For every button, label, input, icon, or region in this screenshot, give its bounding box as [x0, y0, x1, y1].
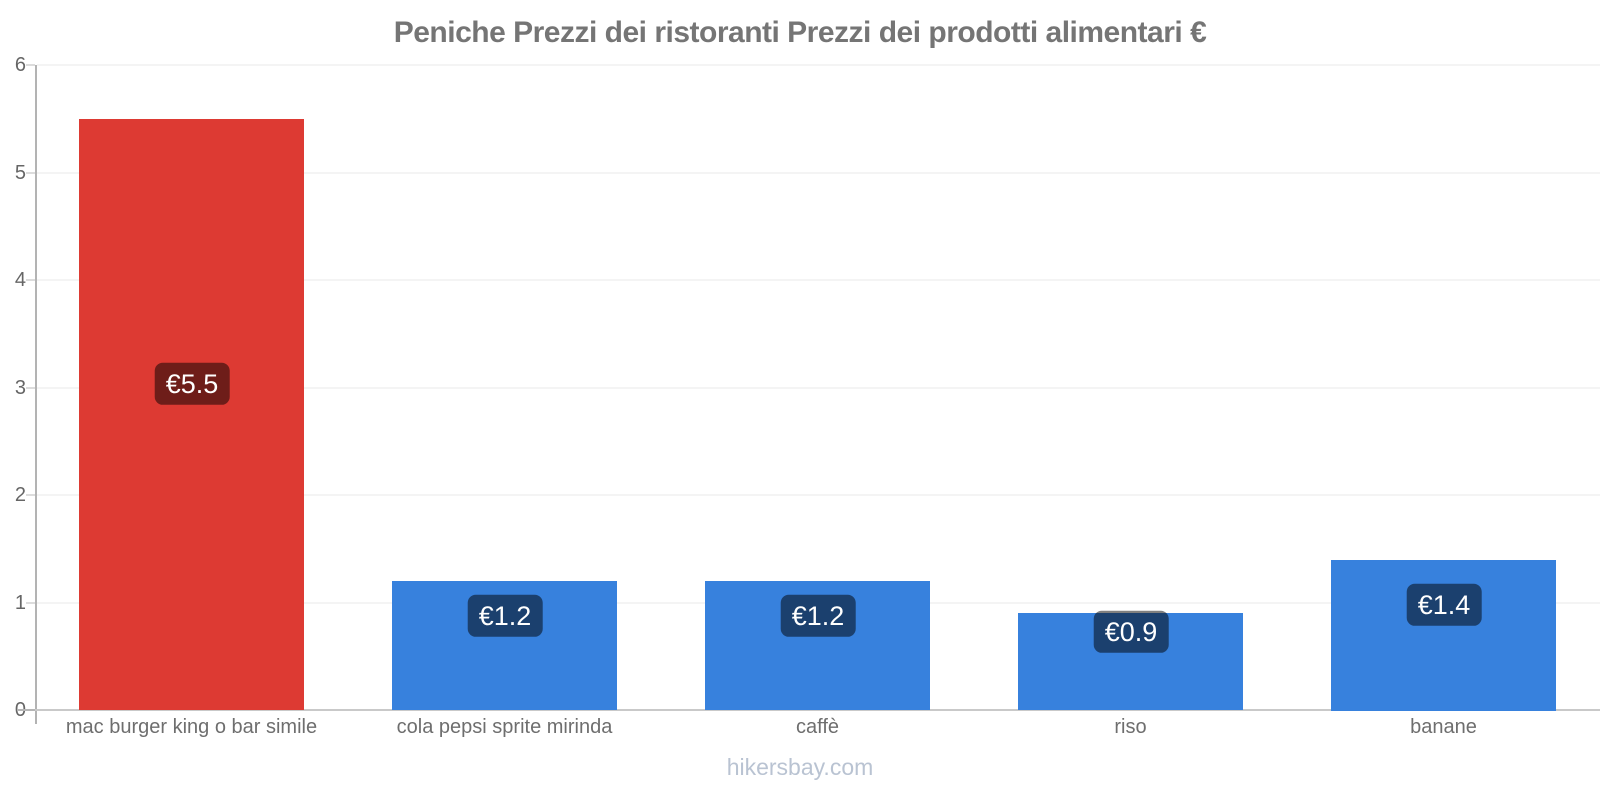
y-tick-mark-1	[26, 601, 35, 604]
gridline-5	[37, 171, 1600, 174]
value-badge-mac-burger-king-o-bar-simile: €5.5	[154, 362, 230, 406]
value-badge-riso: €0.9	[1093, 610, 1169, 654]
value-badge-banane: €1.4	[1406, 583, 1482, 627]
category-label-banane: banane	[1410, 716, 1477, 738]
category-label-riso: riso	[1114, 716, 1147, 738]
y-tick-label-4: 4	[14, 269, 26, 291]
y-tick-label-6: 6	[14, 54, 26, 76]
watermark-hikersbay: hikersbay.com	[726, 754, 874, 780]
x-axis-line	[35, 709, 1600, 711]
y-tick-label-5: 5	[14, 161, 26, 184]
value-badge-caff: €1.2	[780, 594, 856, 638]
y-tick-label-1: 1	[14, 591, 26, 614]
y-tick-label-2: 2	[14, 484, 26, 506]
y-tick-mark-4	[26, 279, 35, 281]
category-label-cola-pepsi-sprite-mirinda: cola pepsi sprite mirinda	[396, 716, 613, 738]
gridline-4	[37, 279, 1600, 281]
category-label-caff: caffè	[796, 716, 839, 738]
y-tick-mark-2	[26, 494, 35, 496]
gridline-3	[37, 386, 1600, 389]
y-tick-mark-0	[17, 709, 35, 711]
category-label-mac-burger-king-o-bar-simile: mac burger king o bar simile	[65, 716, 318, 738]
bar-banane[interactable]	[1331, 560, 1556, 711]
y-axis-line	[35, 65, 37, 724]
y-tick-mark-5	[26, 171, 35, 174]
y-tick-label-3: 3	[14, 376, 26, 399]
gridline-2	[37, 494, 1600, 496]
gridline-6	[37, 64, 1600, 66]
y-tick-mark-6	[26, 64, 35, 66]
y-tick-mark-3	[26, 386, 35, 389]
bar-mac-burger-king-o-bar-simile[interactable]	[79, 119, 304, 710]
chart-title: Peniche Prezzi dei ristoranti Prezzi dei…	[393, 16, 1207, 49]
value-badge-cola-pepsi-sprite-mirinda: €1.2	[467, 594, 543, 638]
